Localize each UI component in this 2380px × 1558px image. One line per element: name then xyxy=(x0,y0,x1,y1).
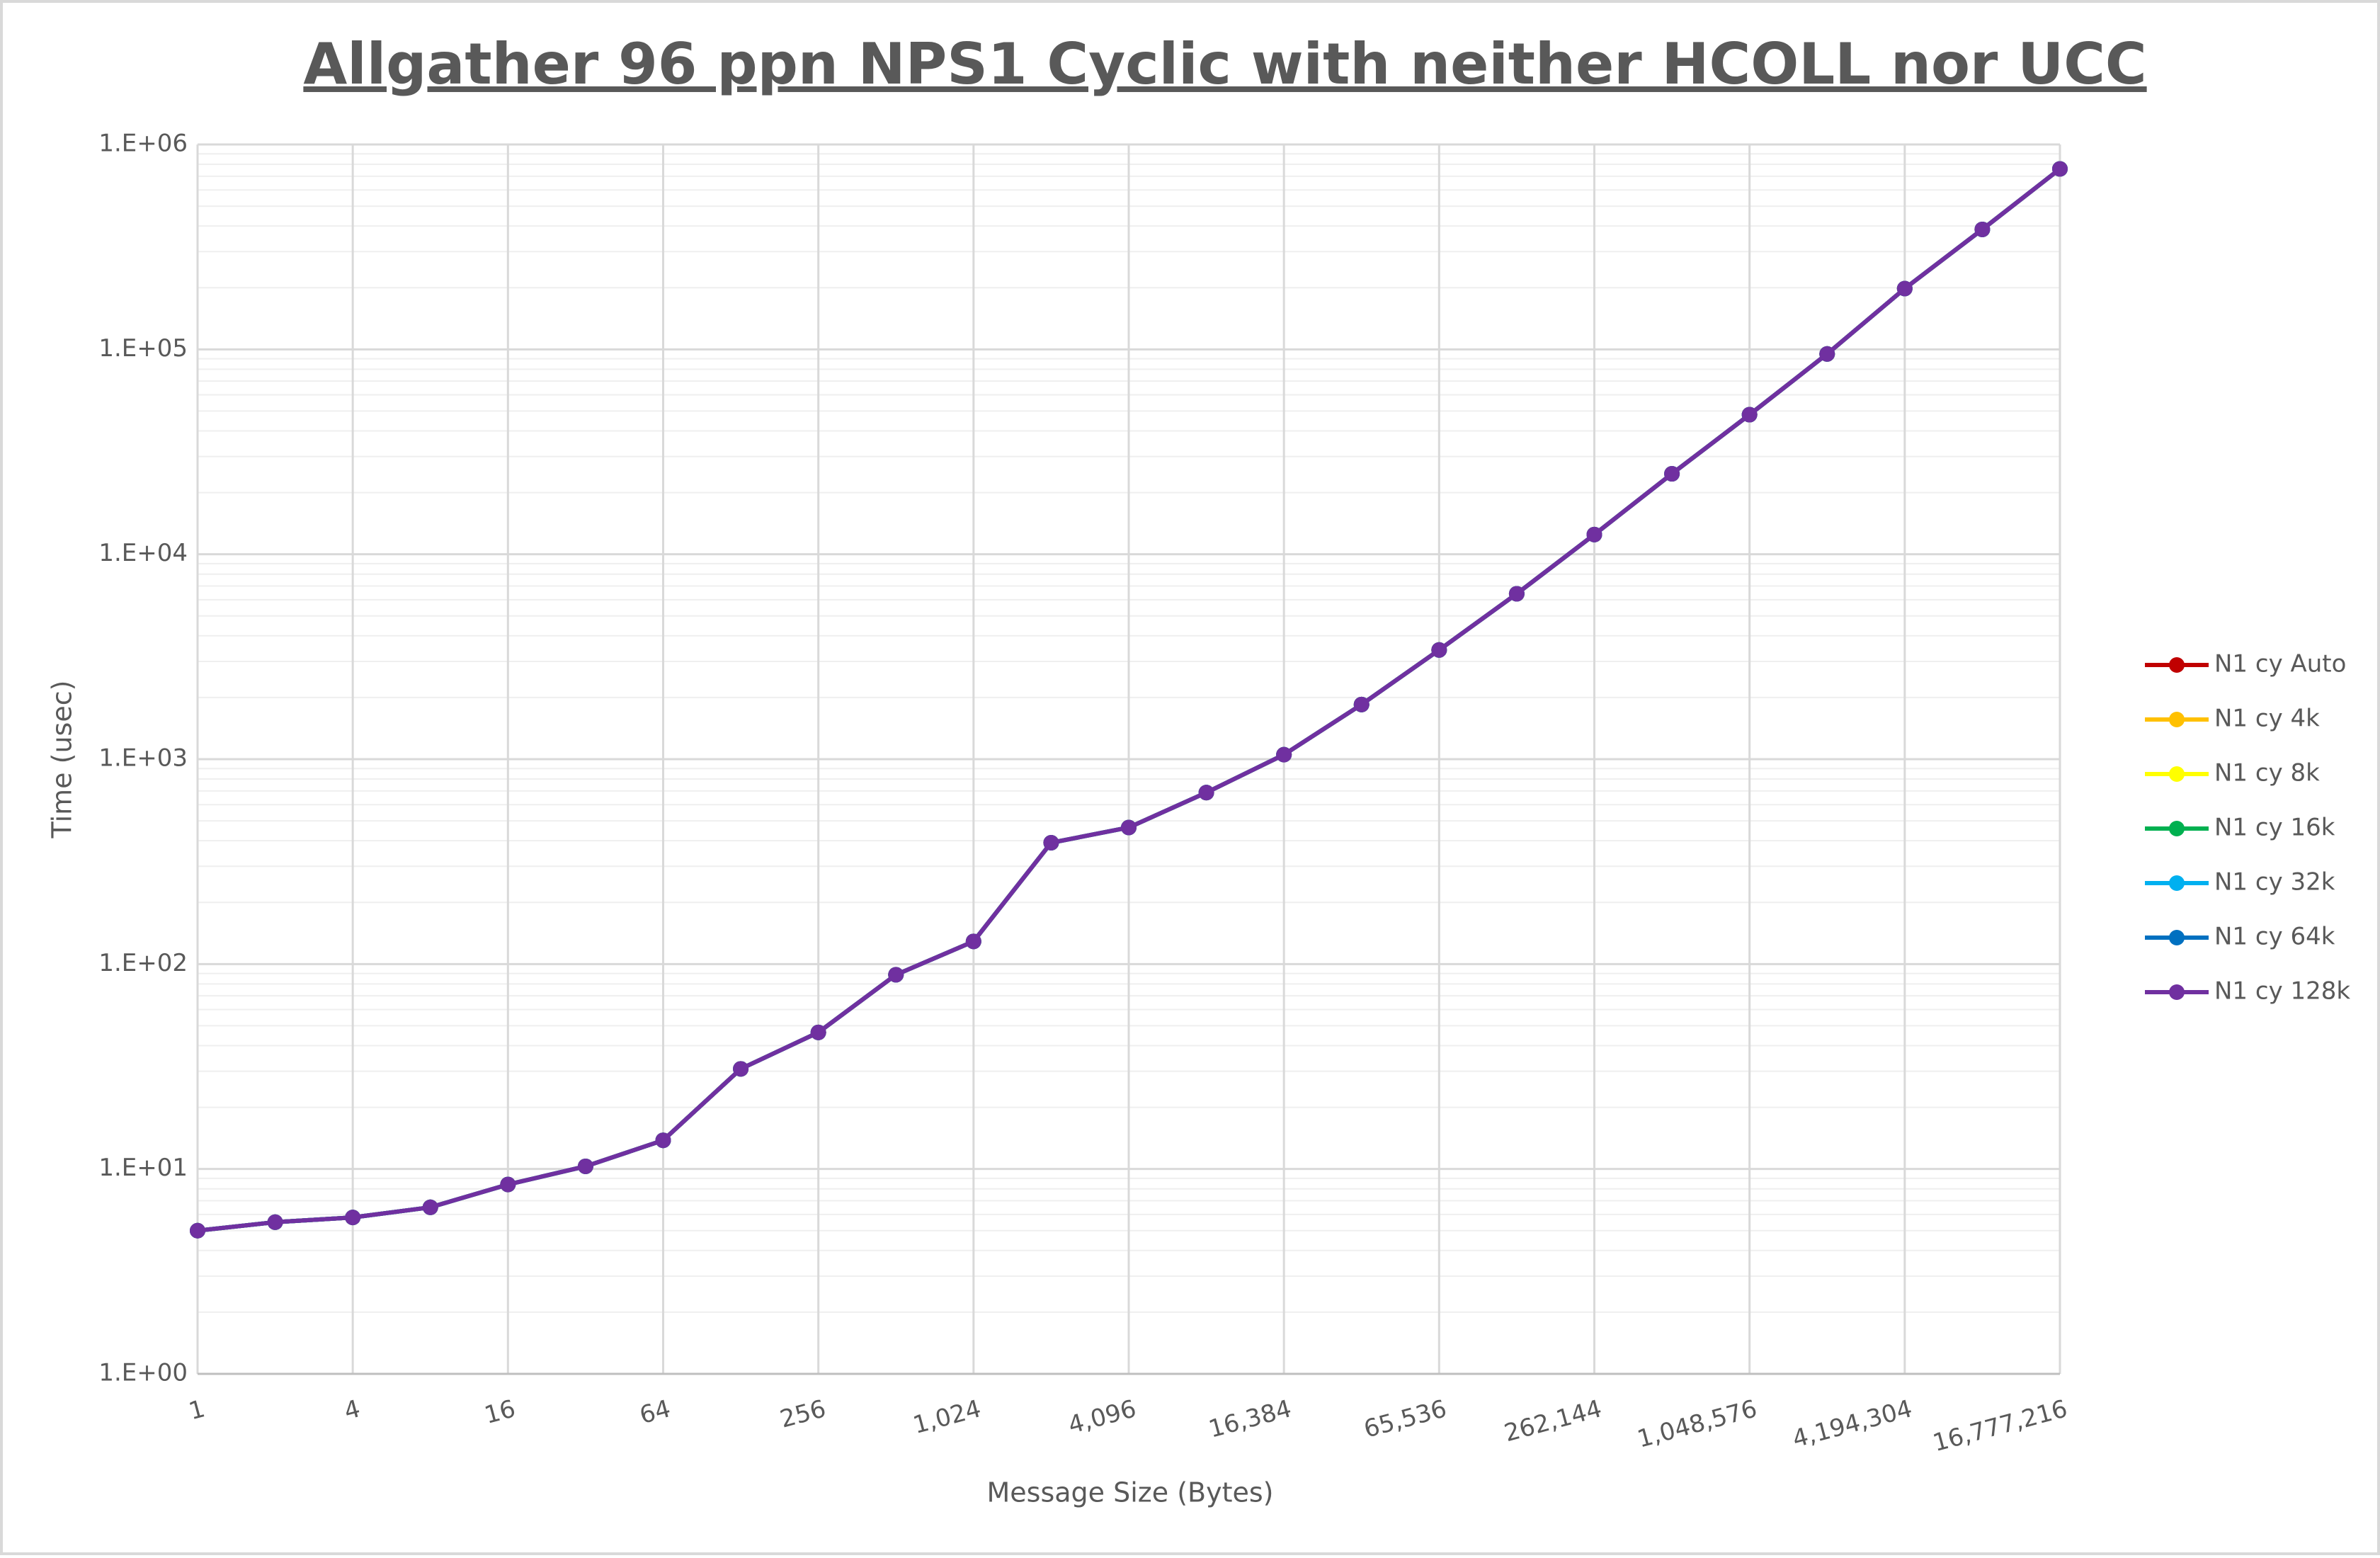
data-point xyxy=(1121,819,1137,836)
legend-marker xyxy=(2169,657,2185,673)
data-point xyxy=(1431,642,1447,658)
data-point xyxy=(345,1210,361,1226)
data-point xyxy=(1819,346,1835,362)
data-point xyxy=(1198,785,1214,801)
y-axis-label: Time (usec) xyxy=(47,681,78,839)
data-point xyxy=(1043,834,1059,851)
legend-label: N1 cy 4k xyxy=(2214,705,2320,733)
legend-label: N1 cy 16k xyxy=(2214,814,2335,842)
legend-label: N1 cy 128k xyxy=(2214,977,2350,1006)
data-point xyxy=(1664,466,1680,482)
data-point xyxy=(810,1024,826,1040)
data-point xyxy=(577,1158,593,1174)
data-point xyxy=(1353,696,1370,712)
data-point xyxy=(1276,746,1292,763)
data-point xyxy=(965,933,981,950)
data-point xyxy=(1508,586,1525,602)
legend-marker xyxy=(2169,821,2185,836)
y-tick-label: 1.E+02 xyxy=(98,949,188,977)
legend-marker xyxy=(2169,875,2185,891)
data-point xyxy=(733,1061,749,1077)
x-axis-label: Message Size (Bytes) xyxy=(987,1477,1274,1508)
chart-title: Allgather 96 ppn NPS1 Cyclic with neithe… xyxy=(303,31,2146,97)
y-tick-label: 1.E+05 xyxy=(98,334,188,363)
legend-label: N1 cy Auto xyxy=(2214,650,2346,678)
data-point xyxy=(267,1214,283,1230)
data-point xyxy=(1896,280,1913,297)
y-tick-label: 1.E+03 xyxy=(98,744,188,773)
data-point xyxy=(190,1222,205,1239)
legend-marker xyxy=(2169,984,2185,1000)
data-point xyxy=(655,1132,671,1149)
legend-label: N1 cy 32k xyxy=(2214,868,2335,897)
data-point xyxy=(422,1199,438,1215)
y-tick-label: 1.E+06 xyxy=(98,130,188,158)
legend-marker xyxy=(2169,930,2185,945)
legend-marker xyxy=(2169,766,2185,782)
data-point xyxy=(888,967,904,983)
data-point xyxy=(1586,526,1602,542)
legend-marker xyxy=(2169,712,2185,727)
data-point xyxy=(1741,406,1758,423)
y-tick-label: 1.E+01 xyxy=(98,1154,188,1182)
y-tick-label: 1.E+04 xyxy=(98,539,188,567)
data-point xyxy=(1974,221,1991,237)
legend-label: N1 cy 64k xyxy=(2214,923,2335,951)
legend-label: N1 cy 8k xyxy=(2214,759,2320,787)
data-point xyxy=(500,1176,516,1193)
y-tick-label: 1.E+00 xyxy=(98,1359,188,1387)
data-point xyxy=(2052,161,2068,177)
